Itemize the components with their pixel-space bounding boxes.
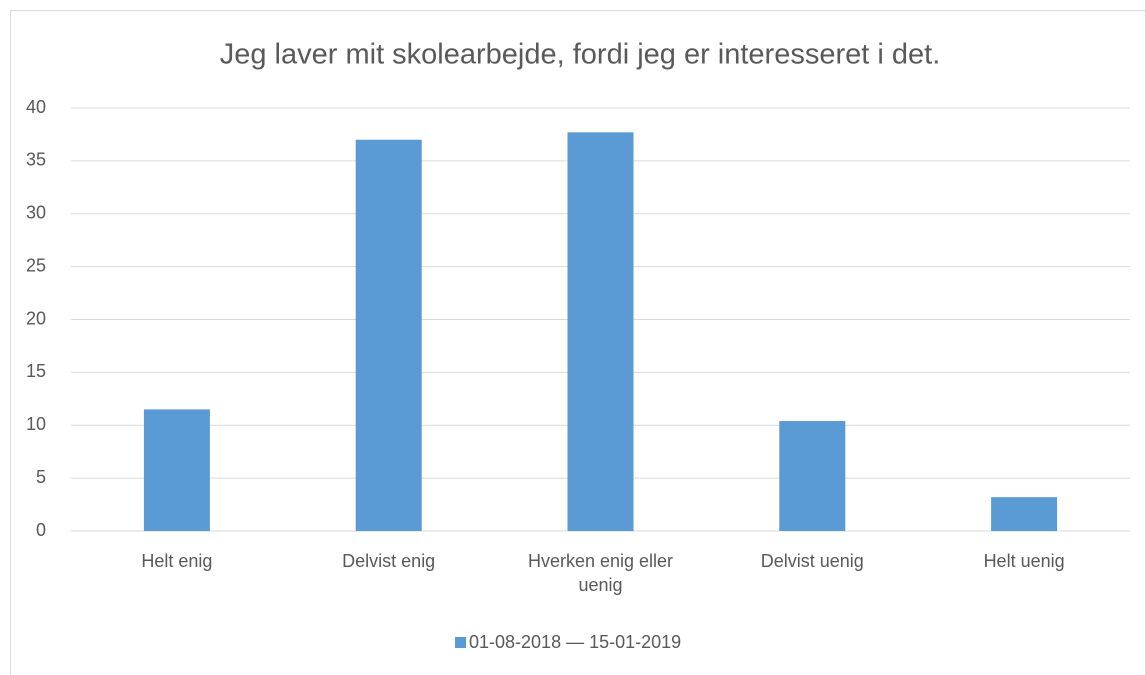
x-tick-label: Delvist enig bbox=[342, 551, 436, 571]
y-tick-label: 40 bbox=[26, 97, 46, 117]
bar bbox=[355, 139, 422, 531]
bar bbox=[779, 421, 846, 531]
x-tick-label: Delvist uenig bbox=[760, 551, 864, 571]
legend-swatch bbox=[455, 637, 466, 648]
x-tick-label: Helt uenig bbox=[983, 551, 1065, 571]
bar bbox=[567, 132, 634, 531]
y-tick-label: 30 bbox=[26, 203, 46, 223]
chart-title: Jeg laver mit skolearbejde, fordi jeg er… bbox=[220, 39, 941, 71]
y-tick-label: 25 bbox=[26, 255, 46, 275]
y-tick-label: 5 bbox=[36, 467, 46, 487]
x-tick-label: Helt enig bbox=[141, 551, 213, 571]
y-tick-label: 35 bbox=[26, 150, 46, 170]
y-tick-label: 10 bbox=[26, 414, 46, 434]
bar bbox=[991, 497, 1058, 531]
y-tick-label: 15 bbox=[26, 361, 46, 381]
bar bbox=[143, 409, 210, 531]
y-tick-label: 0 bbox=[36, 520, 46, 540]
y-tick-label: 20 bbox=[26, 308, 46, 328]
x-tick-label: Hverken enig eller uenig bbox=[527, 551, 674, 595]
legend-label: 01-08-2018 — 15-01-2019 bbox=[469, 632, 681, 652]
